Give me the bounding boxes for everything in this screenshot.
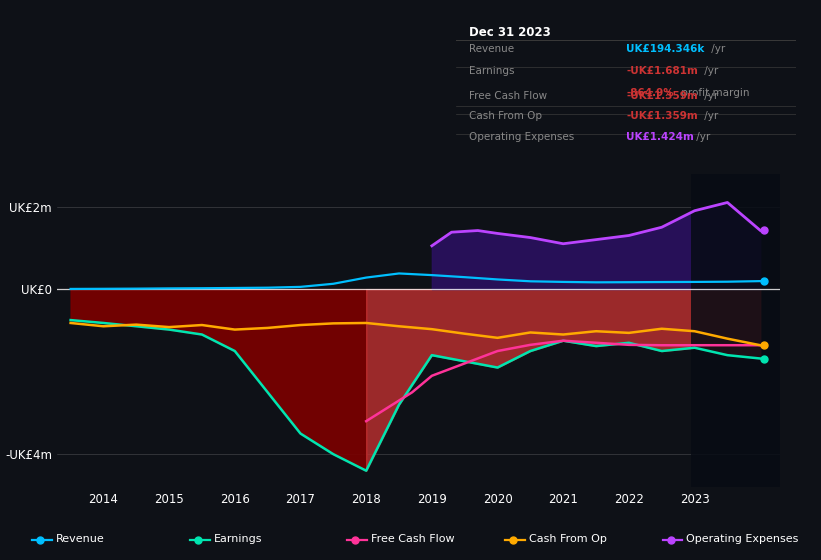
Text: /yr: /yr (709, 44, 726, 54)
Point (757, 354, 770, 363)
Text: -UK£1.681m: -UK£1.681m (626, 66, 698, 76)
Text: /yr: /yr (701, 66, 718, 76)
Text: /yr: /yr (694, 132, 711, 142)
Text: UK£1.424m: UK£1.424m (626, 132, 694, 142)
Text: Earnings: Earnings (213, 534, 262, 544)
Point (757, 277, 770, 286)
Text: Earnings: Earnings (470, 66, 515, 76)
Text: Cash From Op: Cash From Op (529, 534, 607, 544)
Text: Free Cash Flow: Free Cash Flow (371, 534, 455, 544)
Text: /yr: /yr (701, 111, 718, 122)
Point (757, 226, 770, 235)
Text: -UK£1.359m: -UK£1.359m (626, 111, 698, 122)
Text: Operating Expenses: Operating Expenses (686, 534, 799, 544)
Text: UK£194.346k: UK£194.346k (626, 44, 704, 54)
Text: /yr: /yr (701, 91, 718, 101)
Bar (691, 174, 780, 487)
Text: profit margin: profit margin (678, 88, 750, 98)
Text: Revenue: Revenue (56, 534, 104, 544)
Text: Operating Expenses: Operating Expenses (470, 132, 575, 142)
Text: Free Cash Flow: Free Cash Flow (470, 91, 548, 101)
Text: Cash From Op: Cash From Op (470, 111, 543, 122)
Text: Dec 31 2023: Dec 31 2023 (470, 26, 551, 39)
Text: Revenue: Revenue (470, 44, 515, 54)
Text: -864.9%: -864.9% (626, 88, 674, 98)
Point (757, 340, 770, 349)
Text: -UK£1.359m: -UK£1.359m (626, 91, 698, 101)
